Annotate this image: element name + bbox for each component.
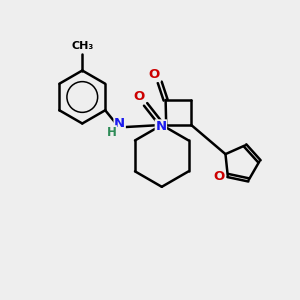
Text: N: N <box>114 117 125 130</box>
Text: CH₃: CH₃ <box>71 41 93 51</box>
Text: H: H <box>107 126 117 139</box>
Text: O: O <box>214 170 225 183</box>
Text: N: N <box>155 120 167 133</box>
Text: O: O <box>134 91 145 103</box>
Text: O: O <box>149 68 160 81</box>
